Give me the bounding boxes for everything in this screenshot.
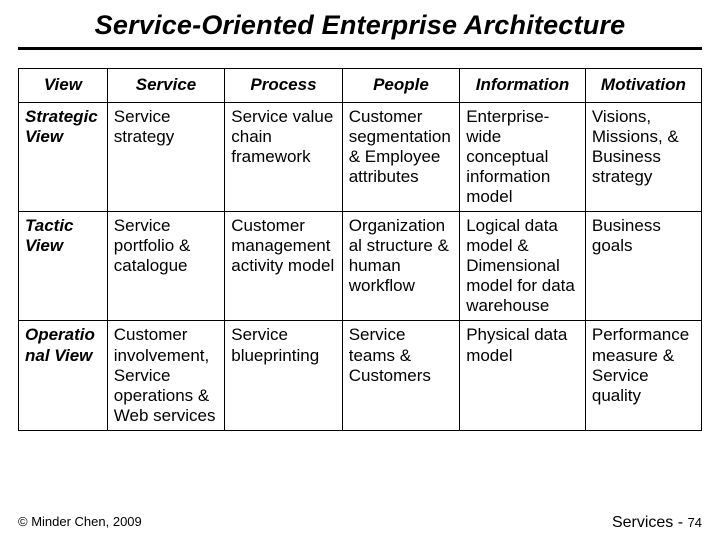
cell: Service strategy [107, 103, 224, 212]
architecture-table: View Service Process People Information … [18, 68, 702, 431]
cell: Service portfolio & catalogue [107, 212, 224, 321]
row-view-tactic: Tactic View [19, 212, 108, 321]
cell: Customer segmentation & Employee attribu… [342, 103, 459, 212]
cell: Visions, Missions, & Business strategy [585, 103, 701, 212]
cell: Service value chain framework [225, 103, 342, 212]
cell: Customer involvement, Service operations… [107, 321, 224, 430]
cell: Performance measure & Service quality [585, 321, 701, 430]
col-header-service: Service [107, 69, 224, 103]
cell: Logical data model & Dimensional model f… [460, 212, 586, 321]
cell: Business goals [585, 212, 701, 321]
cell: Service blueprinting [225, 321, 342, 430]
cell: Service teams & Customers [342, 321, 459, 430]
footer-right: Services - 74 [612, 514, 702, 532]
table-row: Strategic View Service strategy Service … [19, 103, 702, 212]
footer: © Minder Chen, 2009 Services - 74 [18, 514, 702, 532]
page-title: Service-Oriented Enterprise Architecture [18, 10, 702, 50]
table-header-row: View Service Process People Information … [19, 69, 702, 103]
table-row: Tactic View Service portfolio & catalogu… [19, 212, 702, 321]
col-header-process: Process [225, 69, 342, 103]
col-header-motivation: Motivation [585, 69, 701, 103]
col-header-view: View [19, 69, 108, 103]
page-number: 74 [688, 515, 702, 530]
cell: Physical data model [460, 321, 586, 430]
cell: Enterprise-wide conceptual information m… [460, 103, 586, 212]
row-view-operational: Operational View [19, 321, 108, 430]
col-header-information: Information [460, 69, 586, 103]
col-header-people: People [342, 69, 459, 103]
footer-label: Services - [612, 514, 688, 531]
cell: Customer management activity model [225, 212, 342, 321]
copyright: © Minder Chen, 2009 [18, 514, 142, 532]
cell: Organizational structure & human workflo… [342, 212, 459, 321]
table-row: Operational View Customer involvement, S… [19, 321, 702, 430]
row-view-strategic: Strategic View [19, 103, 108, 212]
